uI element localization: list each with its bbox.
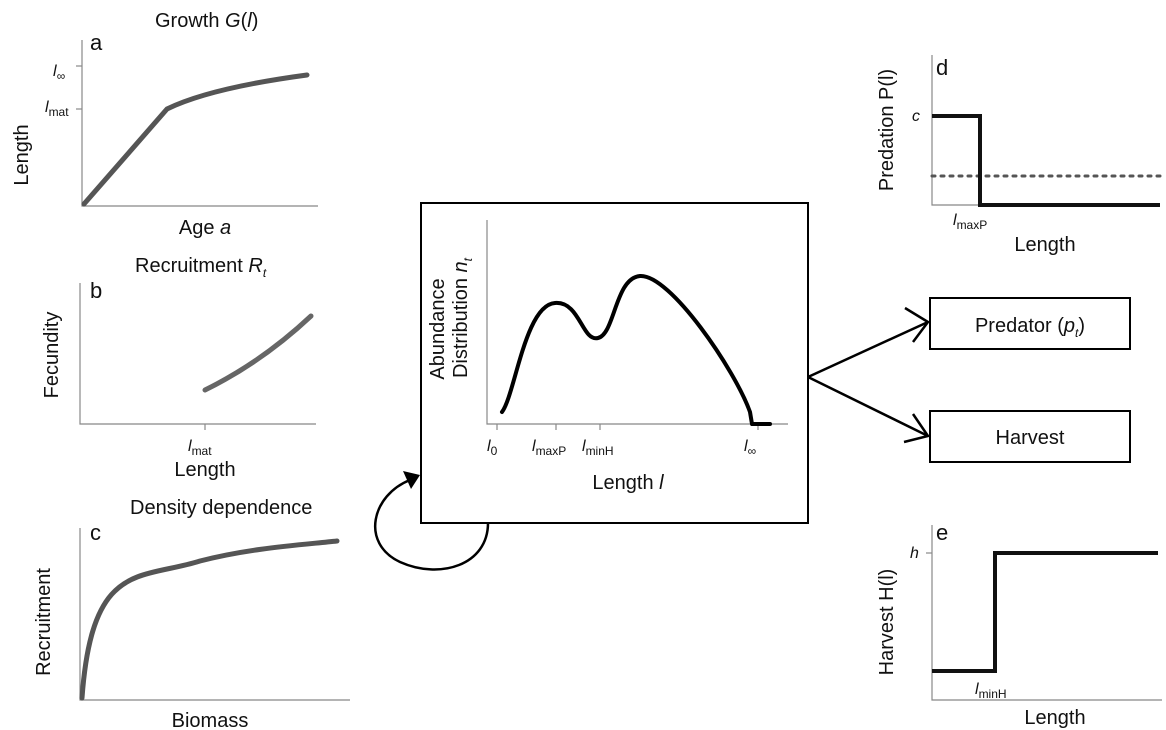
panel-e-ylabel: Harvest H(l)	[876, 569, 898, 676]
panel-a-xlabel: Age a	[179, 217, 231, 239]
center-xtick-l0: l0	[487, 438, 498, 458]
panel-d-xlabel: Length	[1014, 234, 1075, 256]
panel-e-xtick-lminh: lminH	[975, 681, 1007, 701]
panel-d-ylabel: Predation P(l)	[876, 69, 898, 191]
panel-b-xtick-lmat: lmat	[188, 438, 212, 458]
panel-e-xlabel: Length	[1024, 707, 1085, 729]
panel-d-predation-step	[932, 114, 1160, 207]
panel-d-ytick-c: c	[912, 108, 920, 125]
harvest-box-label: Harvest	[996, 427, 1065, 449]
panel-c-density-curve	[79, 538, 340, 701]
harvest-box-rect	[929, 410, 1131, 463]
center-box	[420, 202, 809, 524]
feedback-loop-path	[373, 478, 490, 571]
panel-a-ytick-linf: l∞	[53, 63, 66, 83]
harvest-box: Harvest	[929, 410, 1131, 463]
panel-e-harvest-step	[932, 551, 1158, 673]
center-ylabel-line2: Distribution nt	[450, 257, 475, 378]
panel-e-harvest: e Harvest H(l) h lminH Length	[876, 520, 1162, 729]
panel-b-axes	[79, 283, 316, 425]
panel-c-xlabel: Biomass	[172, 710, 249, 730]
center-xtick-lmaxp: lmaxP	[532, 438, 566, 458]
center-abundance-curve	[500, 273, 772, 426]
panel-b-xlabel: Length	[174, 459, 235, 481]
panel-a-growth-curve	[81, 72, 310, 207]
panel-b-title: Recruitment Rt	[135, 255, 267, 280]
panel-a-growth: Growth G(l) a Length l∞ lmat Age a	[11, 10, 318, 239]
center-xtick-linf: l∞	[744, 438, 756, 458]
predator-box-rect	[929, 297, 1131, 350]
output-arrows	[807, 306, 931, 444]
panel-a-ylabel: Length	[11, 124, 33, 185]
panel-e-letter: e	[936, 520, 948, 545]
panel-b-ylabel: Fecundity	[41, 312, 63, 399]
panel-e-axes	[931, 525, 1162, 701]
predator-box: Predator (pt)	[929, 297, 1131, 350]
panel-c-axes	[79, 528, 350, 701]
predator-box-label: Predator (pt)	[975, 315, 1085, 340]
center-ylabel-line1: Abundance	[427, 278, 449, 379]
panel-e-ytick-h: h	[910, 545, 919, 562]
panel-c-title: Density dependence	[130, 497, 312, 519]
panel-b-fecundity-curve	[202, 313, 314, 393]
panel-a-axes	[81, 40, 318, 207]
arrow-to-harvest	[807, 375, 929, 438]
panel-d-letter: d	[936, 55, 948, 80]
panel-b-letter: b	[90, 278, 102, 303]
panel-c-ylabel: Recruitment	[33, 568, 55, 676]
panel-d-xtick-lmaxp: lmaxP	[953, 212, 987, 232]
feedback-loop-arrow	[373, 471, 490, 571]
panel-c-density: Density dependence c Recruitment Biomass	[33, 497, 350, 730]
panel-d-axes	[931, 55, 1160, 206]
panel-d-predation: d Predation P(l) c lmaxP Length	[876, 55, 1162, 256]
feedback-loop-arrowhead	[403, 471, 420, 489]
panel-c-letter: c	[90, 520, 101, 545]
panel-a-letter: a	[90, 30, 103, 55]
panel-a-ytick-lmat: lmat	[45, 99, 69, 119]
arrow-to-predator-head	[904, 306, 930, 343]
center-xlabel: Length l	[592, 472, 664, 494]
center-axes	[486, 220, 788, 425]
panel-b-recruitment: Recruitment Rt b Fecundity lmat Length	[41, 255, 316, 481]
arrow-to-harvest-head	[903, 413, 931, 444]
arrow-to-predator	[807, 320, 929, 379]
center-xtick-lminh: lminH	[582, 438, 614, 458]
panel-a-title: Growth G(l)	[155, 10, 258, 32]
center-abundance-panel: Abundance Distribution nt l0 lmaxP lminH…	[420, 202, 809, 524]
